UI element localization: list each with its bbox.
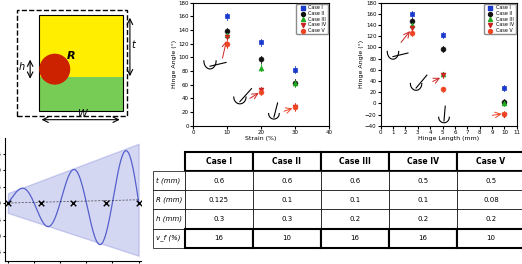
- X-axis label: Hinge Length (mm): Hinge Length (mm): [418, 136, 479, 142]
- Point: [223, 35, 231, 39]
- Bar: [39, 15, 123, 111]
- Point: [438, 72, 447, 77]
- Point: [223, 33, 231, 37]
- Point: [500, 112, 508, 117]
- Point: [257, 89, 265, 94]
- Point: [500, 111, 508, 116]
- Legend: Case I, Case II, Case III, Case IV, Case V: Case I, Case II, Case III, Case IV, Case…: [296, 4, 328, 34]
- Point: [257, 65, 265, 70]
- Y-axis label: Hinge Angle (°): Hinge Angle (°): [172, 40, 177, 88]
- Point: [291, 81, 299, 85]
- Point: [408, 26, 416, 30]
- Point: [223, 14, 231, 18]
- Point: [408, 23, 416, 27]
- Bar: [39, 77, 123, 111]
- Point: [135, 201, 143, 205]
- Text: W: W: [77, 109, 87, 119]
- Y-axis label: Hinge Angle (°): Hinge Angle (°): [359, 40, 363, 88]
- Point: [223, 42, 231, 46]
- Point: [291, 81, 299, 86]
- Text: t: t: [132, 40, 136, 50]
- Point: [291, 105, 299, 109]
- Point: [223, 29, 231, 34]
- Point: [257, 57, 265, 62]
- Legend: Case I, Case II, Case III, Case IV, Case V: Case I, Case II, Case III, Case IV, Case…: [484, 4, 516, 34]
- Bar: [39, 15, 123, 79]
- Bar: [17, 10, 127, 116]
- Point: [408, 18, 416, 23]
- Point: [500, 100, 508, 104]
- Point: [438, 47, 447, 51]
- Point: [438, 87, 447, 92]
- Text: R: R: [67, 51, 76, 61]
- Point: [291, 105, 299, 110]
- Point: [102, 201, 110, 205]
- Point: [438, 33, 447, 37]
- Point: [257, 88, 265, 92]
- Point: [500, 86, 508, 90]
- Text: h: h: [19, 62, 25, 72]
- Point: [408, 12, 416, 16]
- Point: [291, 68, 299, 72]
- Point: [408, 31, 416, 36]
- Circle shape: [40, 54, 69, 84]
- Point: [257, 40, 265, 44]
- Point: [438, 73, 447, 78]
- Point: [4, 201, 12, 205]
- Point: [69, 201, 77, 205]
- Point: [37, 201, 45, 205]
- X-axis label: Strain (%): Strain (%): [245, 136, 277, 142]
- Point: [500, 101, 508, 106]
